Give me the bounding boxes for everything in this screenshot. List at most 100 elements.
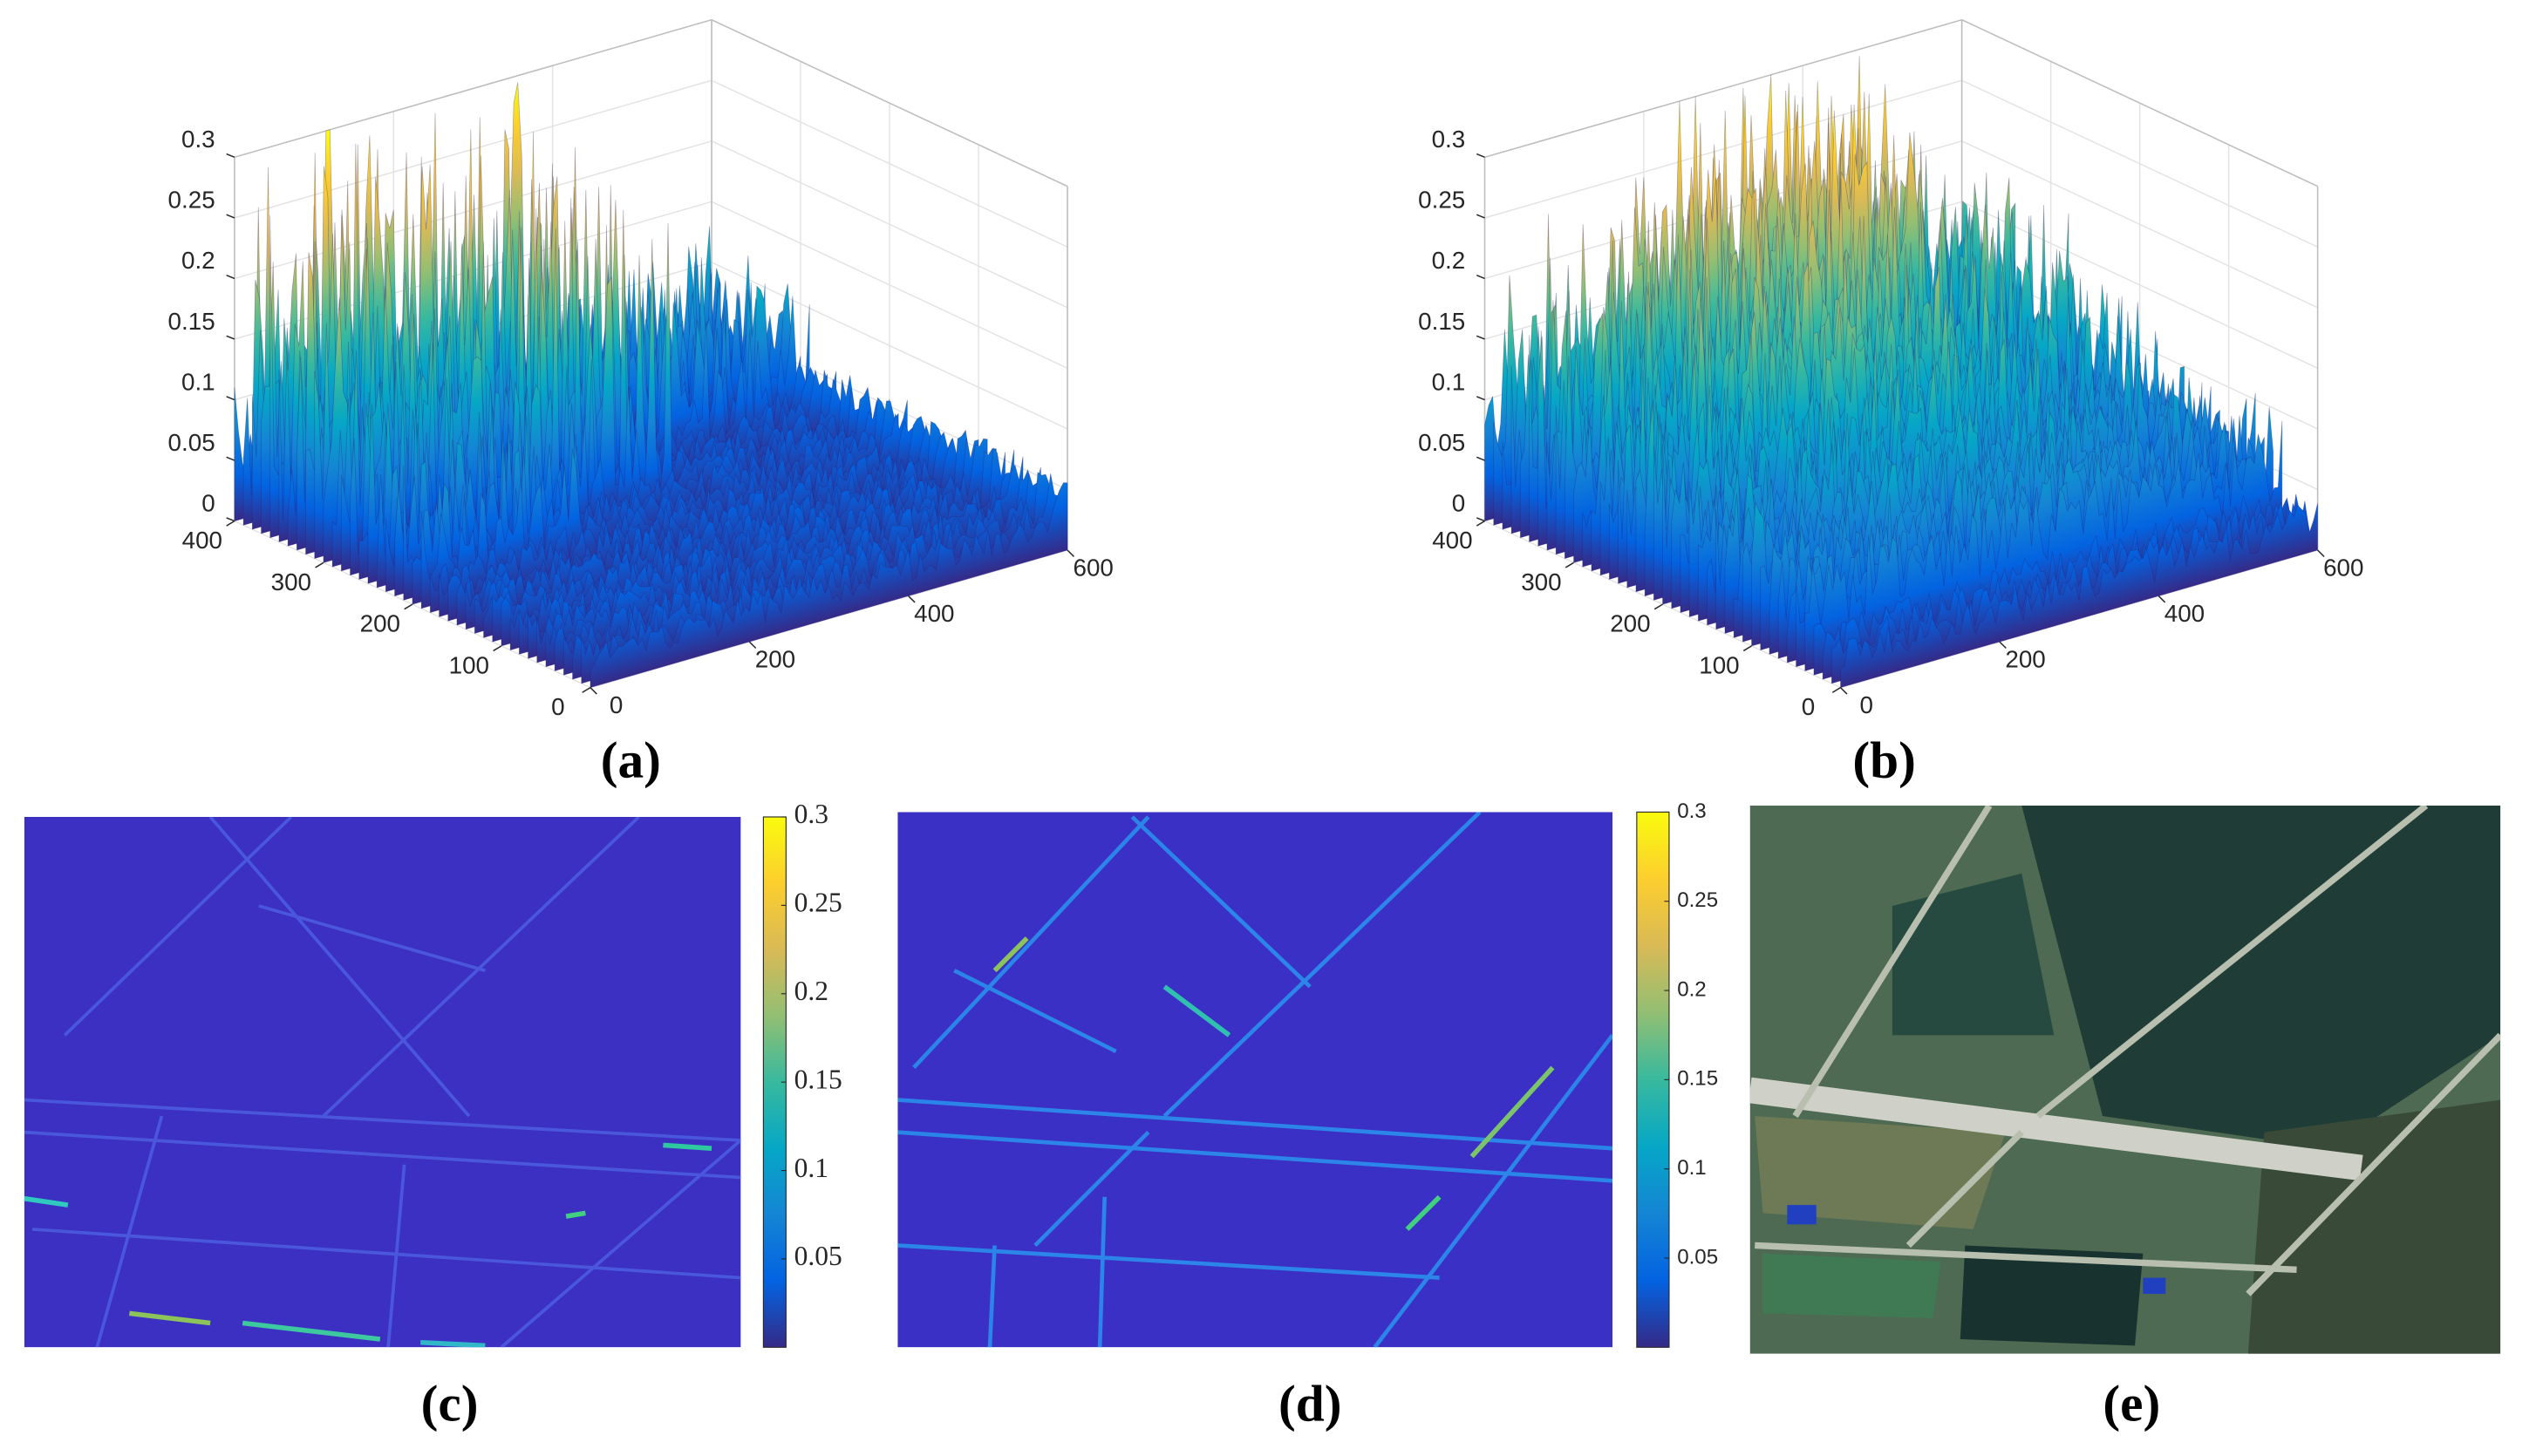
colorbar-label: 0.05: [1677, 1245, 1718, 1269]
colorbar-label: 0.1: [1677, 1156, 1706, 1180]
tick-mark: [1831, 686, 1841, 693]
z-tick-label: 0.3: [1432, 126, 1466, 153]
grid-line: [711, 262, 1068, 430]
y-tick-label: 0: [1802, 693, 1815, 720]
colorbar-label: 0.1: [794, 1153, 828, 1183]
axis-box: [234, 18, 712, 159]
tick-mark: [1476, 520, 1485, 527]
z-tick-label: 0.1: [1432, 368, 1466, 395]
z-tick-label: 0.05: [168, 429, 215, 456]
x-tick-label: 200: [755, 646, 795, 673]
tick-mark: [2317, 549, 2325, 557]
y-tick-label: 400: [1432, 527, 1472, 554]
panel-label: (b): [1852, 731, 1916, 788]
grid-line: [711, 140, 1068, 309]
panel-label: (a): [601, 731, 661, 788]
tick-mark: [590, 687, 597, 695]
heatmap-image: [897, 812, 1613, 1348]
tick-mark: [226, 517, 235, 522]
z-tick-label: 0.05: [1418, 429, 1465, 456]
tick-mark: [226, 335, 235, 340]
tick-mark: [1476, 214, 1485, 219]
x-tick-label: 600: [2323, 555, 2363, 582]
y-tick-label: 200: [1610, 610, 1650, 637]
colorbar-label: 0.3: [794, 799, 828, 829]
colorbar-label: 0.25: [1677, 888, 1718, 912]
heatmap-image: [24, 817, 741, 1348]
tick-mark: [493, 645, 502, 652]
surface-texture: [1804, 420, 2283, 672]
colorbar-label: 0.05: [794, 1241, 842, 1271]
axis-box: [1484, 18, 1962, 159]
grid-line: [1961, 140, 2318, 309]
surface-texture: [1840, 503, 2319, 689]
y-tick-label: 300: [1521, 568, 1561, 595]
tick-mark: [226, 396, 235, 401]
colorbar-label: 0.2: [794, 976, 828, 1006]
tick-mark: [1565, 561, 1574, 568]
axis-box: [1961, 19, 2318, 187]
tick-mark: [1476, 335, 1485, 340]
grid-line: [1961, 79, 2318, 248]
y-tick-label: 400: [182, 527, 222, 554]
z-tick-label: 0.15: [168, 308, 215, 335]
satellite-image: [1749, 806, 2501, 1354]
tick-mark: [404, 603, 413, 610]
tick-mark: [1653, 603, 1663, 610]
tick-mark: [748, 641, 757, 650]
grid-line: [711, 79, 1068, 248]
x-tick-label: 200: [2005, 646, 2045, 673]
colorbar-label: 0.15: [1677, 1067, 1718, 1091]
panel-label: (e): [2103, 1374, 2160, 1432]
x-tick-label: 600: [1074, 555, 1114, 582]
x-tick-label: 0: [610, 691, 623, 718]
z-tick-label: 0.3: [181, 126, 215, 153]
y-tick-label: 200: [360, 610, 400, 637]
z-tick-label: 0: [201, 489, 215, 516]
tick-mark: [1840, 687, 1848, 695]
grid-line: [1484, 79, 1962, 219]
tick-mark: [1742, 645, 1752, 652]
tick-mark: [1476, 153, 1485, 159]
tick-mark: [1476, 396, 1485, 401]
x-tick-label: 0: [1859, 691, 1872, 718]
tick-mark: [1476, 517, 1485, 522]
z-tick-label: 0: [1452, 489, 1465, 516]
tick-mark: [582, 686, 591, 693]
tick-mark: [1476, 275, 1485, 280]
tick-mark: [226, 214, 235, 219]
colorbar-label: 0.2: [1677, 977, 1706, 1001]
surface-texture: [590, 482, 1068, 689]
tick-mark: [226, 153, 235, 159]
x-tick-label: 400: [2164, 600, 2205, 627]
y-tick-label: 300: [271, 568, 311, 595]
tick-mark: [1476, 456, 1485, 461]
colorbar-label: 0.3: [1677, 799, 1706, 823]
colorbar-label: 0.15: [794, 1064, 842, 1094]
y-tick-label: 100: [1699, 651, 1739, 678]
tick-mark: [1999, 641, 2007, 650]
grid-line: [711, 201, 1068, 370]
z-tick-label: 0.15: [1418, 308, 1465, 335]
x-tick-label: 400: [914, 600, 954, 627]
plots: 0 200 400 600 0 100 200 300 400 0 0.05 0.1 0.15 0.2 0.…: [168, 18, 2363, 1432]
tick-mark: [2158, 595, 2166, 603]
panel-label: (c): [421, 1374, 479, 1432]
z-tick-label: 0.2: [181, 247, 215, 274]
tick-mark: [908, 595, 916, 603]
grid-line: [234, 79, 712, 219]
axis-box: [711, 19, 1068, 187]
panel-label: (d): [1278, 1374, 1342, 1432]
grid-line: [1961, 201, 2318, 370]
colorbar-label: 0.25: [794, 888, 842, 918]
z-tick-label: 0.1: [181, 368, 215, 395]
colorbar: [1636, 811, 1670, 1348]
y-tick-label: 0: [551, 693, 564, 720]
tick-mark: [226, 456, 235, 461]
y-tick-label: 100: [449, 651, 489, 678]
tick-mark: [226, 275, 235, 280]
z-tick-label: 0.25: [1418, 187, 1465, 214]
tick-mark: [226, 520, 235, 527]
tick-mark: [315, 561, 324, 568]
